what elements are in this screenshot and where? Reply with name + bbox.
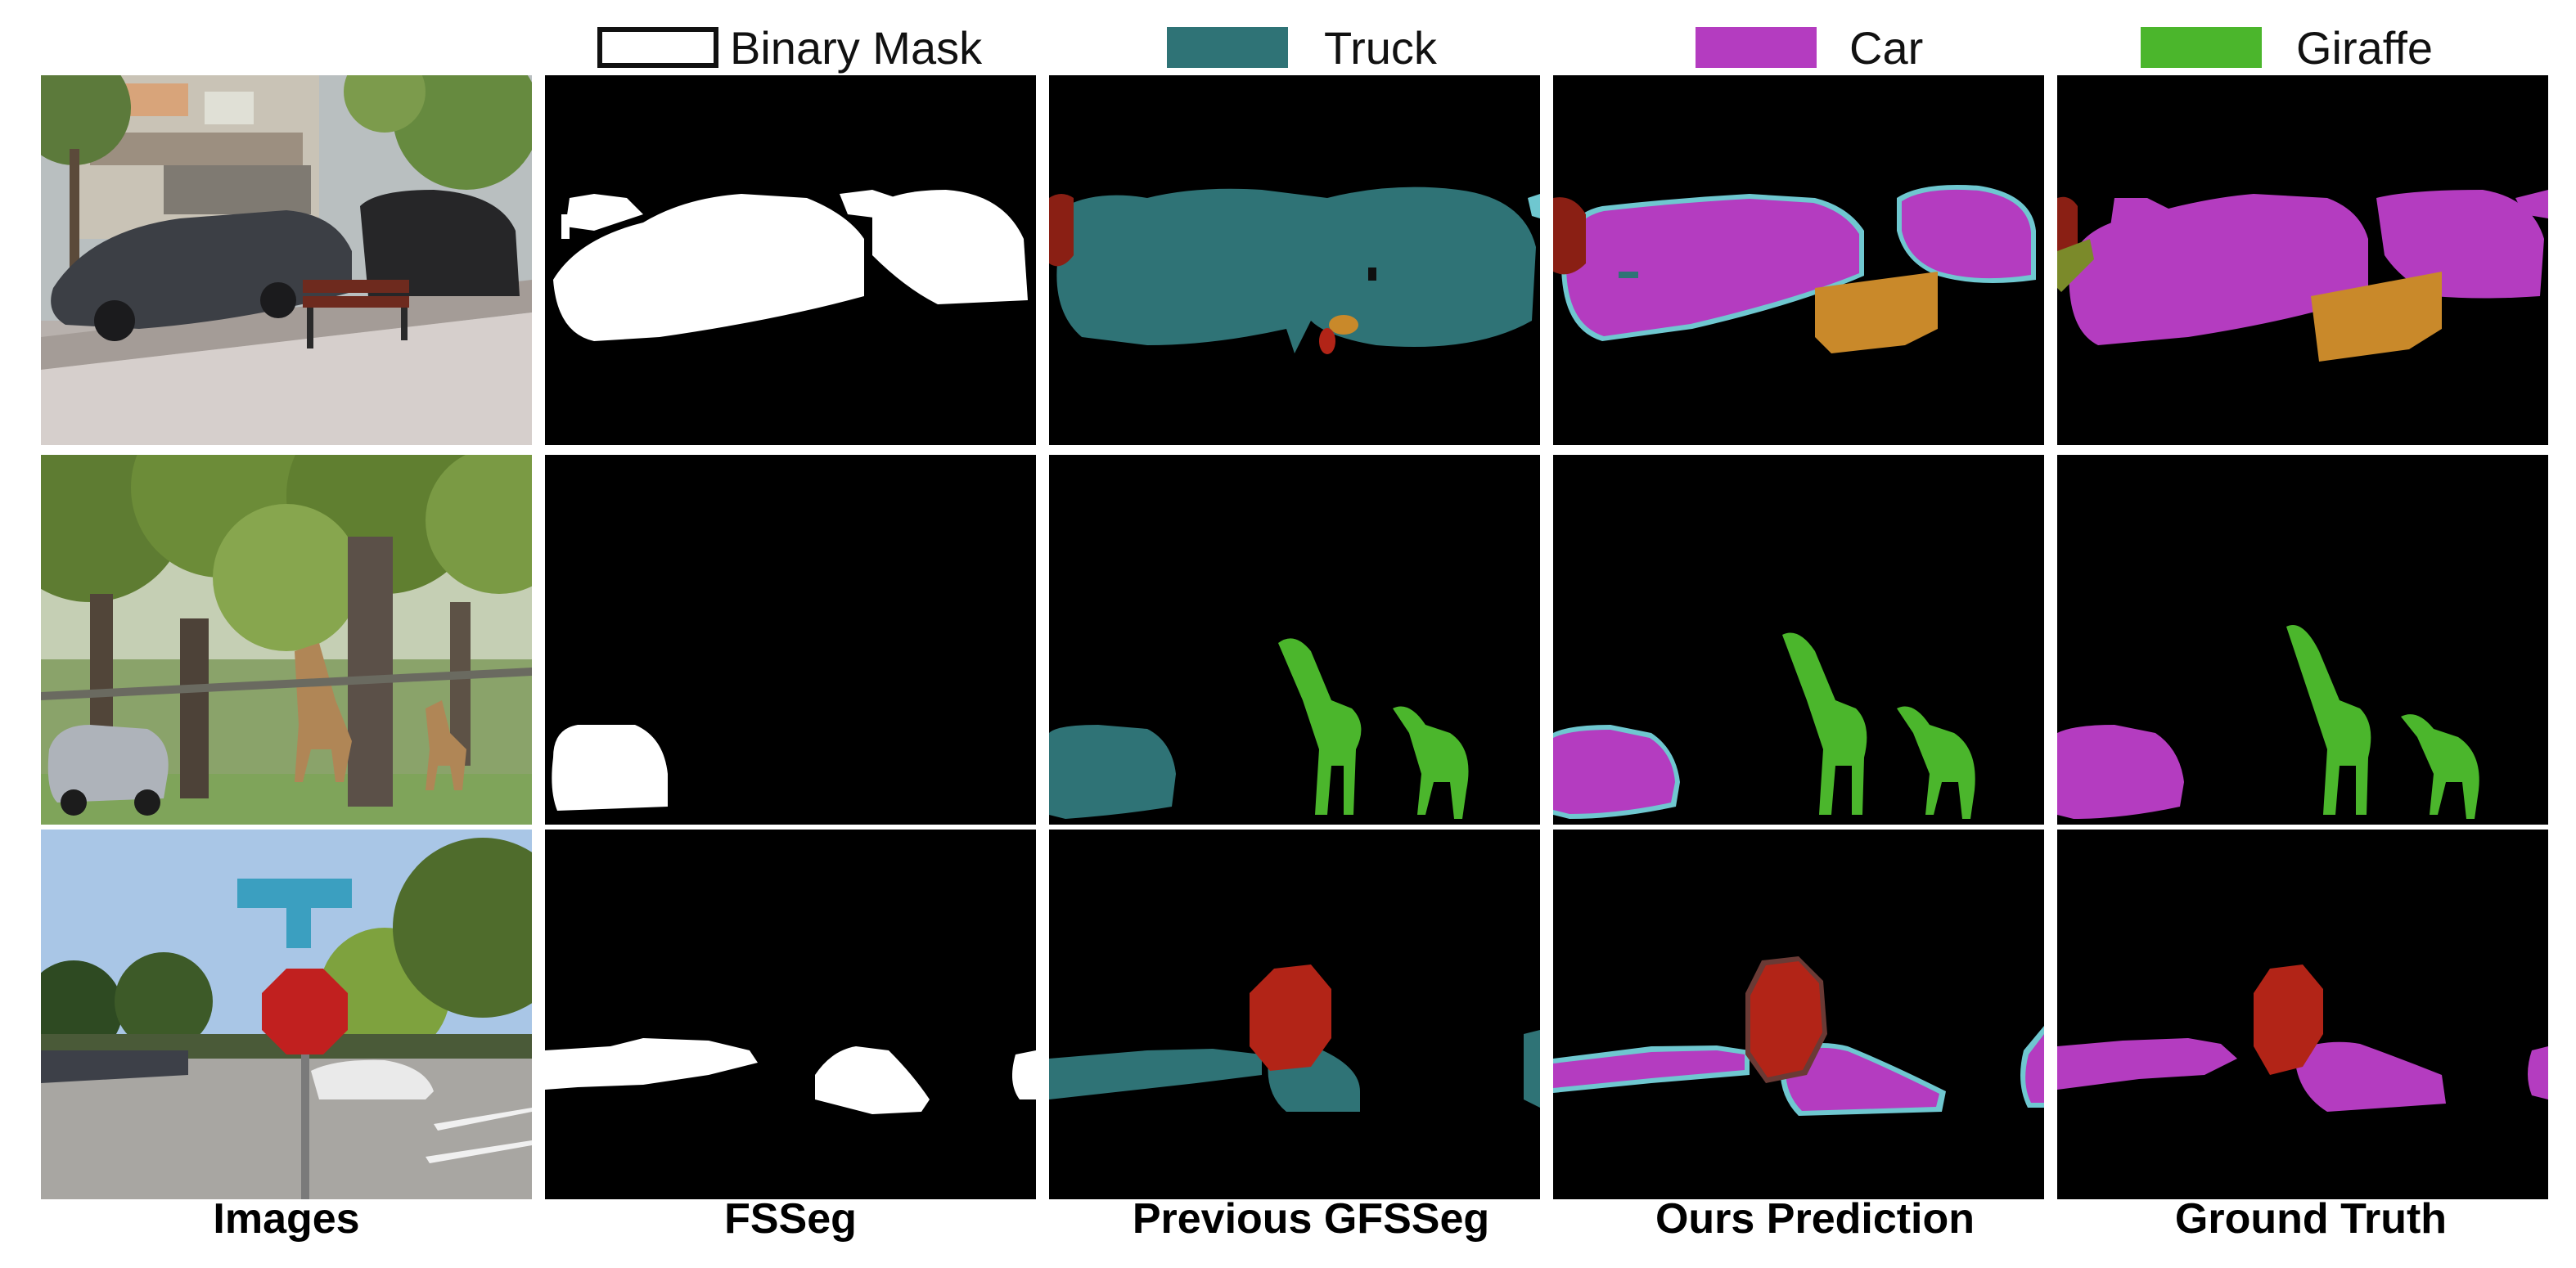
ours-prediction-stop [1553,830,2044,1199]
legend-truck: Truck [1167,21,1437,74]
ground-truth-park [2057,455,2548,825]
image-street-cars [41,75,532,445]
legend-label-giraffe: Giraffe [2296,21,2434,74]
fsseg-mask-street [545,75,1036,445]
legend-label-binary-mask: Binary Mask [730,21,983,74]
legend-car: Car [1696,21,1924,74]
col-label-ground-truth: Ground Truth [2174,1195,2448,1243]
legend-binary-mask: Binary Mask [597,21,983,74]
col-label-ours-prediction: Ours Prediction [1655,1195,1975,1243]
image-park-giraffes [41,455,532,825]
previous-gfsseg-stop [1049,830,1540,1199]
legend-label-truck: Truck [1324,21,1437,74]
legend-giraffe: Giraffe [2141,21,2434,74]
ground-truth-stop [2057,830,2548,1199]
previous-gfsseg-street [1049,75,1540,445]
giraffe-swatch [2141,27,2262,68]
previous-gfsseg-park [1049,455,1540,825]
legend-label-car: Car [1849,21,1924,74]
image-stop-sign [41,830,532,1199]
binary-mask-swatch [597,27,718,68]
ground-truth-street [2057,75,2548,445]
ours-prediction-park [1553,455,2044,825]
ours-prediction-street [1553,75,2044,445]
col-label-previous-gfsseg: Previous GFSSeg [1132,1195,1490,1243]
col-label-images: Images [213,1195,360,1243]
car-swatch [1696,27,1817,68]
fsseg-mask-stop [545,830,1036,1199]
col-label-fsseg: FSSeg [724,1195,857,1243]
truck-swatch [1167,27,1288,68]
fsseg-mask-park [545,455,1036,825]
